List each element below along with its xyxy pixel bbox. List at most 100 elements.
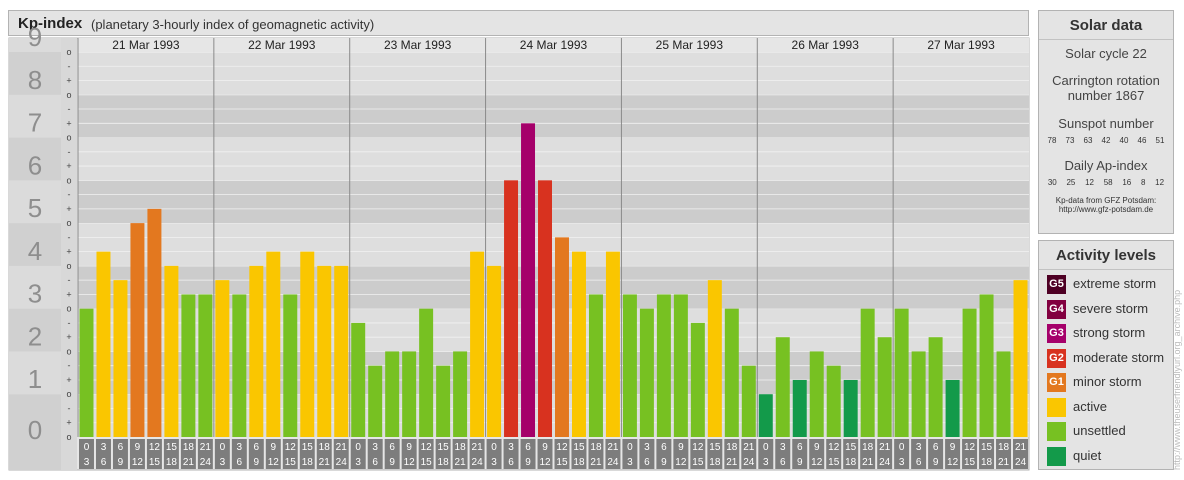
kp-bar <box>605 251 620 437</box>
interval-start-label: 3 <box>101 442 107 453</box>
interval-end-label: 9 <box>797 457 803 468</box>
kp-bar <box>792 379 807 437</box>
band <box>78 180 1029 224</box>
interval-cell <box>112 439 128 469</box>
kp-bar <box>639 308 654 437</box>
interval-start-label: 12 <box>828 442 840 453</box>
divider <box>1039 39 1173 40</box>
interval-end-label: 21 <box>726 457 738 468</box>
chart-title: Kp-index <box>18 15 83 32</box>
interval-cell <box>418 439 434 469</box>
kp-bar <box>436 365 451 437</box>
interval-cell <box>486 439 502 469</box>
interval-cell <box>367 439 383 469</box>
interval-cell <box>248 439 264 469</box>
kp-bar <box>622 294 637 437</box>
interval-end-label: 21 <box>590 457 602 468</box>
kp-bar <box>707 280 722 437</box>
interval-end-label: 12 <box>947 457 959 468</box>
y-tick-label: 3 <box>28 279 42 309</box>
kp-bar <box>79 308 94 437</box>
legend-swatch <box>1047 422 1066 441</box>
kp-bar <box>402 351 417 437</box>
interval-end-label: 6 <box>101 457 107 468</box>
y-minor-tick-label: - <box>68 104 71 114</box>
interval-cell <box>231 439 247 469</box>
legend-label: quiet <box>1073 447 1102 463</box>
interval-end-label: 24 <box>879 457 891 468</box>
interval-start-label: 0 <box>355 442 361 453</box>
interval-end-label: 18 <box>573 457 585 468</box>
kp-bar <box>758 394 773 437</box>
interval-start-label: 12 <box>421 442 433 453</box>
interval-end-label: 3 <box>763 457 769 468</box>
kp-bar <box>419 308 434 437</box>
kp-bar <box>555 237 569 437</box>
interval-end-label: 15 <box>828 457 840 468</box>
interval-end-label: 12 <box>811 457 823 468</box>
interval-end-label: 9 <box>389 457 395 468</box>
interval-end-label: 21 <box>455 457 467 468</box>
y-minor-tick-label: o <box>66 218 71 228</box>
interval-cell <box>690 439 706 469</box>
interval-cell <box>452 439 468 469</box>
activity-levels-panel: Activity levels G5 extreme storm G4 severe … <box>1038 240 1174 470</box>
y-minor-tick-label: + <box>66 247 71 257</box>
y-minor-column <box>61 38 77 470</box>
interval-cell <box>146 439 162 469</box>
y-axis-cell <box>9 52 61 95</box>
day-header-strip <box>78 38 1029 52</box>
y-axis-cell <box>9 351 61 395</box>
interval-start-label: 3 <box>508 442 514 453</box>
interval-cell <box>554 439 570 469</box>
interval-start-label: 6 <box>661 442 667 453</box>
interval-cell <box>435 439 451 469</box>
interval-cell <box>962 439 978 469</box>
interval-cell <box>95 439 111 469</box>
y-tick-label: 6 <box>28 150 42 180</box>
interval-end-label: 24 <box>200 457 212 468</box>
interval-start-label: 21 <box>743 442 755 453</box>
interval-start-label: 15 <box>981 442 993 453</box>
interval-start-label: 6 <box>525 442 531 453</box>
kp-bar <box>249 265 264 437</box>
interval-start-label: 21 <box>472 442 484 453</box>
kp-bar <box>996 351 1011 437</box>
y-minor-tick-label: + <box>66 289 71 299</box>
y-minor-tick-label: - <box>68 147 71 157</box>
y-tick-label: 1 <box>28 364 42 394</box>
legend-swatch: G4 <box>1047 299 1066 319</box>
kp-bar <box>673 294 688 437</box>
interval-start-label: 6 <box>118 442 124 453</box>
interval-start-label: 3 <box>780 442 786 453</box>
sunspot-value: 46 <box>1137 136 1147 145</box>
interval-cell <box>333 439 349 469</box>
y-tick-label: 2 <box>28 321 42 351</box>
interval-cell <box>911 439 927 469</box>
interval-cell <box>758 439 774 469</box>
y-minor-tick-label: + <box>66 76 71 86</box>
kp-bar <box>215 280 230 437</box>
interval-cell <box>299 439 315 469</box>
legend-swatch <box>1047 397 1066 417</box>
interval-cell <box>945 439 961 469</box>
interval-cell <box>571 439 587 469</box>
interval-cell <box>826 439 842 469</box>
interval-end-label: 3 <box>899 457 905 468</box>
credit-text: http://www.theuserfriendlyurl.org_archiv… <box>1172 289 1182 470</box>
legend-label: unsettled <box>1073 423 1126 438</box>
kp-bar <box>826 365 841 437</box>
interval-start-label: 15 <box>709 442 721 453</box>
interval-end-label: 12 <box>268 457 280 468</box>
band <box>78 223 1029 266</box>
y-minor-tick-label: + <box>66 204 71 214</box>
y-minor-tick-label: o <box>66 175 71 185</box>
y-axis-cell <box>9 223 61 266</box>
y-minor-tick-label: o <box>66 432 71 442</box>
interval-cell <box>520 439 536 469</box>
interval-start-label: 15 <box>845 442 857 453</box>
y-minor-tick-label: - <box>68 232 71 242</box>
interval-start-label: 21 <box>200 442 212 453</box>
interval-start-label: 15 <box>302 442 314 453</box>
interval-cell <box>588 439 604 469</box>
